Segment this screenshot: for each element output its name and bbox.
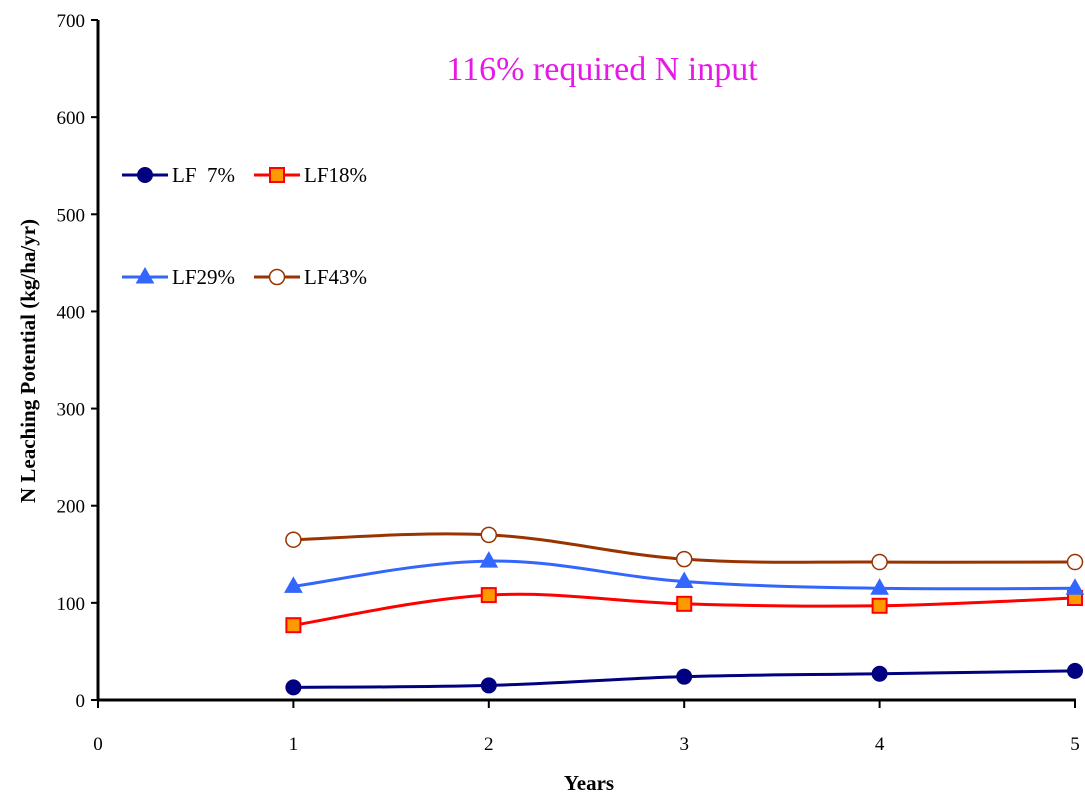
legend-label: LF 7%: [172, 163, 235, 187]
legend-label: LF18%: [304, 163, 367, 187]
y-tick-label: 0: [76, 691, 86, 712]
y-tick-label: 700: [57, 11, 86, 32]
y-tick-label: 400: [57, 302, 86, 323]
y-tick-label: 500: [57, 205, 86, 226]
x-tick-label: 0: [93, 734, 103, 755]
data-point: [285, 531, 302, 548]
legend-item: LF29%: [122, 265, 235, 289]
data-point: [479, 551, 499, 568]
x-axis-title: Years: [564, 771, 614, 795]
y-tick-label: 300: [57, 400, 86, 421]
legend-item: LF 7%: [122, 163, 235, 187]
legend-marker: [135, 266, 155, 284]
x-tick-label: 5: [1070, 734, 1080, 755]
x-tick-label: 2: [484, 734, 494, 755]
data-point: [285, 679, 302, 696]
legend-marker: [137, 167, 153, 183]
legend-marker: [269, 167, 285, 183]
data-point: [1067, 662, 1083, 679]
data-point: [284, 576, 303, 593]
legend-label: LF29%: [172, 265, 235, 289]
legend-marker: [268, 268, 286, 286]
data-point: [285, 617, 302, 634]
data-point: [676, 668, 693, 685]
data-point: [1066, 553, 1084, 571]
x-tick-label: 3: [679, 734, 689, 755]
y-tick-label: 600: [57, 108, 86, 129]
legend: LF 7% LF18% LF29% LF43%: [122, 163, 367, 289]
data-point: [676, 595, 693, 612]
data-point: [480, 587, 497, 604]
data-point: [675, 550, 693, 568]
legend-item: LF43%: [254, 265, 367, 289]
legend-item: LF18%: [254, 163, 367, 187]
y-tick-label: 200: [57, 497, 86, 518]
y-tick-label: 100: [57, 594, 86, 615]
data-point: [480, 677, 497, 694]
chart-title: 116% required N input: [446, 51, 758, 88]
data-point: [1065, 578, 1085, 595]
y-axis-title: N Leaching Potential (kg/ha/yr): [16, 219, 40, 503]
data-point: [871, 597, 888, 614]
legend-label: LF43%: [304, 265, 367, 289]
plot-area: 0 100 200 300 400 500 600 700 0 1 2 3 4 5: [57, 11, 1085, 755]
x-tick-label: 1: [289, 734, 299, 755]
data-point: [674, 571, 694, 588]
data-point: [871, 665, 888, 682]
data-point: [480, 526, 498, 544]
data-point: [870, 578, 889, 595]
x-tick-label: 4: [875, 734, 885, 755]
data-point: [871, 553, 888, 571]
